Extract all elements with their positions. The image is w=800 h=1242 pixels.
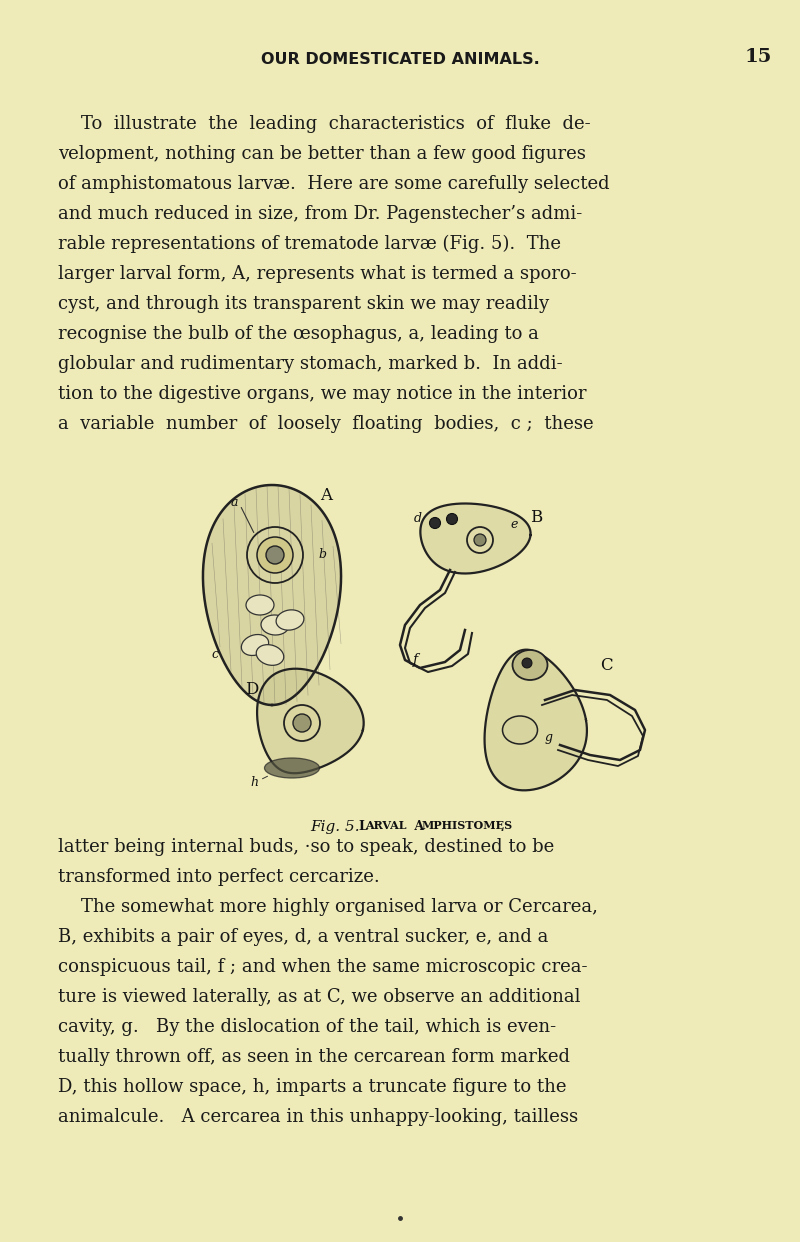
Text: OUR DOMESTICATED ANIMALS.: OUR DOMESTICATED ANIMALS.	[261, 52, 539, 67]
Text: To  illustrate  the  leading  characteristics  of  fluke  de-: To illustrate the leading characteristic…	[58, 116, 590, 133]
Text: B: B	[530, 509, 542, 527]
Text: tually thrown off, as seen in the cercarean form marked: tually thrown off, as seen in the cercar…	[58, 1048, 570, 1066]
Text: B, exhibits a pair of eyes, d, a ventral sucker, e, and a: B, exhibits a pair of eyes, d, a ventral…	[58, 928, 548, 946]
Text: a  variable  number  of  loosely  floating  bodies,  c ;  these: a variable number of loosely floating bo…	[58, 415, 594, 433]
Text: b: b	[318, 549, 326, 561]
Text: recognise the bulb of the œsophagus, a, leading to a: recognise the bulb of the œsophagus, a, …	[58, 325, 539, 343]
Circle shape	[522, 658, 532, 668]
Text: cavity, g.   By the dislocation of the tail, which is even-: cavity, g. By the dislocation of the tai…	[58, 1018, 556, 1036]
Text: rable representations of trematode larvæ (Fig. 5).  The: rable representations of trematode larvæ…	[58, 235, 561, 253]
Text: g: g	[545, 732, 553, 744]
Ellipse shape	[265, 758, 319, 777]
Text: transformed into perfect cercarize.: transformed into perfect cercarize.	[58, 868, 380, 886]
Text: and much reduced in size, from Dr. Pagenstecher’s admi-: and much reduced in size, from Dr. Pagen…	[58, 205, 582, 224]
Text: L: L	[358, 820, 366, 833]
Ellipse shape	[502, 715, 538, 744]
Text: larger larval form, A, represents what is termed a sporo-: larger larval form, A, represents what i…	[58, 265, 577, 283]
Text: tion to the digestive organs, we may notice in the interior: tion to the digestive organs, we may not…	[58, 385, 586, 402]
Circle shape	[430, 518, 441, 529]
Circle shape	[446, 513, 458, 524]
Text: Fig. 5.: Fig. 5.	[310, 820, 365, 833]
Ellipse shape	[276, 610, 304, 630]
Text: of amphistomatous larvæ.  Here are some carefully selected: of amphistomatous larvæ. Here are some c…	[58, 175, 610, 193]
Text: f: f	[413, 653, 418, 667]
Text: ARVAL: ARVAL	[365, 820, 406, 831]
Text: D, this hollow space, h, imparts a truncate figure to the: D, this hollow space, h, imparts a trunc…	[58, 1078, 566, 1095]
Ellipse shape	[246, 595, 274, 615]
Text: The somewhat more highly organised larva or Cercarea,: The somewhat more highly organised larva…	[58, 898, 598, 917]
Text: D: D	[245, 682, 258, 698]
Ellipse shape	[241, 635, 269, 656]
Ellipse shape	[261, 615, 289, 635]
Text: conspicuous tail, f ; and when the same microscopic crea-: conspicuous tail, f ; and when the same …	[58, 958, 587, 976]
Circle shape	[467, 527, 493, 553]
Polygon shape	[420, 503, 530, 574]
Text: A: A	[320, 487, 332, 503]
Polygon shape	[203, 486, 341, 705]
Text: animalcule.   A cercarea in this unhappy-looking, tailless: animalcule. A cercarea in this unhappy-l…	[58, 1108, 578, 1126]
Circle shape	[474, 534, 486, 546]
Ellipse shape	[256, 645, 284, 666]
Circle shape	[266, 546, 284, 564]
Text: cyst, and through its transparent skin we may readily: cyst, and through its transparent skin w…	[58, 296, 549, 313]
Text: a: a	[230, 497, 238, 509]
Text: MPHISTOMES: MPHISTOMES	[422, 820, 513, 831]
Text: e: e	[510, 518, 518, 532]
Text: 15: 15	[745, 48, 772, 66]
Text: latter being internal buds, ·so to speak, destined to be: latter being internal buds, ·so to speak…	[58, 838, 554, 856]
Text: .: .	[500, 820, 505, 833]
Text: d: d	[414, 512, 422, 524]
Polygon shape	[485, 650, 587, 790]
Circle shape	[293, 714, 311, 732]
Polygon shape	[257, 668, 364, 774]
Text: C: C	[600, 657, 613, 673]
Text: h: h	[250, 775, 258, 789]
Text: c: c	[211, 648, 218, 662]
Ellipse shape	[513, 650, 547, 681]
Circle shape	[284, 705, 320, 741]
Text: globular and rudimentary stomach, marked b.  In addi-: globular and rudimentary stomach, marked…	[58, 355, 562, 373]
Text: velopment, nothing can be better than a few good figures: velopment, nothing can be better than a …	[58, 145, 586, 163]
Text: A: A	[410, 820, 424, 833]
Circle shape	[257, 537, 293, 573]
Text: ture is viewed laterally, as at C, we observe an additional: ture is viewed laterally, as at C, we ob…	[58, 987, 581, 1006]
